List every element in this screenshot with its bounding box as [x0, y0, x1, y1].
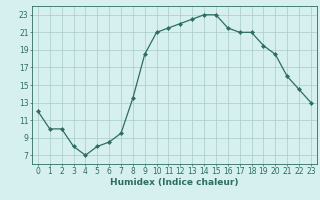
X-axis label: Humidex (Indice chaleur): Humidex (Indice chaleur) [110, 178, 239, 187]
